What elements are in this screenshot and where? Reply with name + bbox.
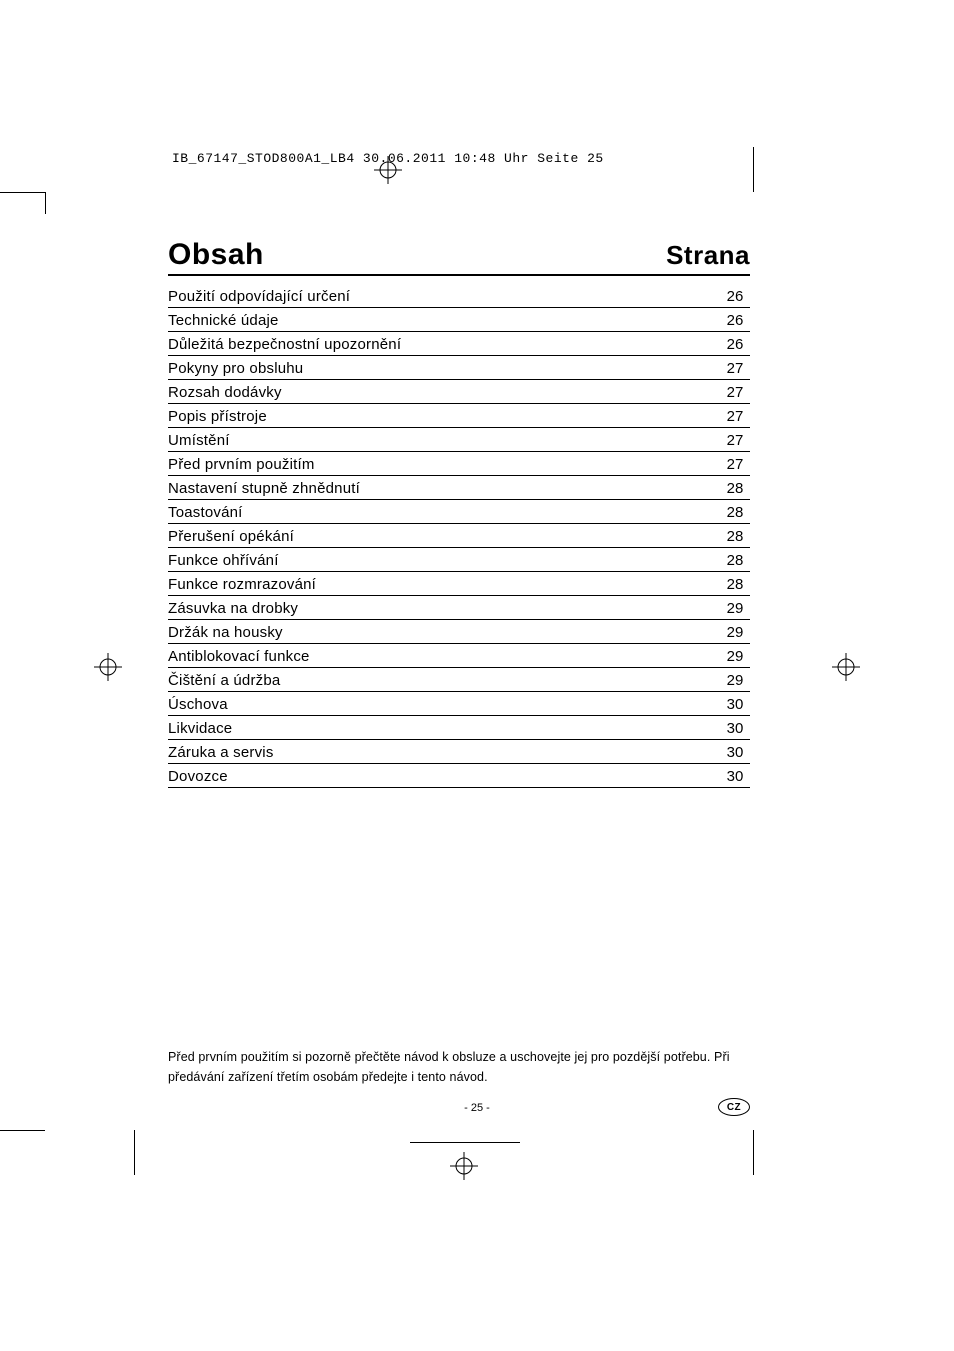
toc-row: Funkce rozmrazování 28: [168, 572, 750, 596]
toc-page: 30: [720, 744, 750, 761]
toc-label: Držák na housky: [168, 624, 283, 641]
toc-page: 28: [720, 480, 750, 497]
toc-label: Umístění: [168, 432, 230, 449]
toc-page: 28: [720, 552, 750, 569]
toc-label: Funkce ohřívání: [168, 552, 279, 569]
country-badge: CZ: [718, 1098, 750, 1116]
registration-mark-icon: [832, 653, 860, 686]
registration-mark-icon: [94, 653, 122, 686]
toc-row: Čištění a údržba 29: [168, 668, 750, 692]
toc-label: Dovozce: [168, 768, 228, 785]
toc-row: Použití odpovídající určení 26: [168, 284, 750, 308]
toc-page: 27: [720, 432, 750, 449]
toc-label: Rozsah dodávky: [168, 384, 282, 401]
toc-row: Umístění 27: [168, 428, 750, 452]
toc-label: Zásuvka na drobky: [168, 600, 298, 617]
toc-row: Důležitá bezpečnostní upozornění 26: [168, 332, 750, 356]
toc-page: 27: [720, 456, 750, 473]
toc-page: 30: [720, 696, 750, 713]
toc-label: Použití odpovídající určení: [168, 288, 350, 305]
title-row: Obsah Strana: [168, 238, 750, 276]
toc-label: Záruka a servis: [168, 744, 274, 761]
toc-row: Přerušení opékání 28: [168, 524, 750, 548]
crop-mark: [753, 1130, 754, 1175]
registration-mark-icon: [374, 156, 402, 189]
toc-page: 29: [720, 672, 750, 689]
toc-label: Likvidace: [168, 720, 232, 737]
toc-page: 30: [720, 720, 750, 737]
toc-label: Technické údaje: [168, 312, 279, 329]
toc-row: Funkce ohřívání 28: [168, 548, 750, 572]
title-left: Obsah: [168, 238, 264, 272]
toc-row: Antiblokovací funkce 29: [168, 644, 750, 668]
footer-note: Před prvním použitím si pozorně přečtěte…: [168, 1047, 750, 1087]
page-content: Obsah Strana Použití odpovídající určení…: [168, 238, 750, 788]
toc-row: Toastování 28: [168, 500, 750, 524]
toc-row: Úschova 30: [168, 692, 750, 716]
toc-page: 28: [720, 504, 750, 521]
title-right: Strana: [666, 240, 750, 271]
toc-label: Popis přístroje: [168, 408, 267, 425]
toc-label: Toastování: [168, 504, 243, 521]
crop-mark: [0, 1130, 45, 1131]
toc-row: Zásuvka na drobky 29: [168, 596, 750, 620]
crop-mark: [753, 147, 754, 192]
toc-label: Úschova: [168, 696, 228, 713]
toc-label: Čištění a údržba: [168, 672, 280, 689]
crop-mark: [410, 1142, 520, 1143]
toc-page: 28: [720, 576, 750, 593]
toc-page: 27: [720, 360, 750, 377]
toc-page: 27: [720, 384, 750, 401]
toc-row: Rozsah dodávky 27: [168, 380, 750, 404]
toc-row: Popis přístroje 27: [168, 404, 750, 428]
toc-row: Dovozce 30: [168, 764, 750, 788]
crop-mark: [134, 1130, 135, 1175]
crop-mark: [45, 192, 46, 214]
toc-page: 26: [720, 288, 750, 305]
toc-row: Pokyny pro obsluhu 27: [168, 356, 750, 380]
registration-mark-icon: [450, 1152, 478, 1185]
toc-label: Před prvním použitím: [168, 456, 315, 473]
toc-label: Nastavení stupně zhnědnutí: [168, 480, 360, 497]
toc-label: Přerušení opékání: [168, 528, 294, 545]
toc-row: Před prvním použitím 27: [168, 452, 750, 476]
toc-row: Likvidace 30: [168, 716, 750, 740]
toc-list: Použití odpovídající určení26Technické ú…: [168, 284, 750, 788]
toc-label: Funkce rozmrazování: [168, 576, 316, 593]
page-number: - 25 -: [0, 1102, 954, 1114]
toc-page: 27: [720, 408, 750, 425]
toc-row: Držák na housky 29: [168, 620, 750, 644]
toc-page: 26: [720, 336, 750, 353]
toc-label: Antiblokovací funkce: [168, 648, 310, 665]
toc-label: Pokyny pro obsluhu: [168, 360, 303, 377]
toc-page: 29: [720, 600, 750, 617]
toc-page: 29: [720, 624, 750, 641]
toc-label: Důležitá bezpečnostní upozornění: [168, 336, 401, 353]
toc-page: 29: [720, 648, 750, 665]
toc-row: Nastavení stupně zhnědnutí 28: [168, 476, 750, 500]
toc-page: 28: [720, 528, 750, 545]
toc-row: Technické údaje 26: [168, 308, 750, 332]
crop-mark: [0, 192, 45, 193]
toc-row: Záruka a servis 30: [168, 740, 750, 764]
toc-page: 30: [720, 768, 750, 785]
toc-page: 26: [720, 312, 750, 329]
